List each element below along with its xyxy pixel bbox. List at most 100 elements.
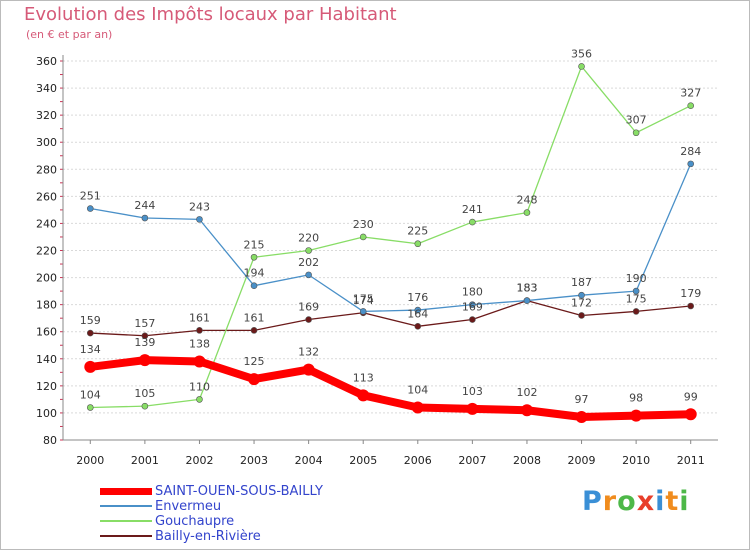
data-label: 134 bbox=[80, 343, 101, 356]
data-label: 174 bbox=[353, 294, 374, 307]
y-tick-label: 120 bbox=[36, 380, 57, 393]
data-label: 169 bbox=[462, 301, 483, 314]
legend-swatch bbox=[100, 535, 152, 537]
x-tick-label: 2007 bbox=[458, 454, 486, 467]
data-point bbox=[466, 402, 479, 415]
y-tick-label: 140 bbox=[36, 353, 57, 366]
data-label: 190 bbox=[626, 272, 647, 285]
y-tick-label: 220 bbox=[36, 245, 57, 258]
data-point bbox=[414, 322, 422, 330]
data-label: 230 bbox=[353, 218, 374, 231]
data-label: 194 bbox=[244, 267, 265, 280]
data-label: 307 bbox=[626, 114, 647, 127]
data-point bbox=[141, 402, 149, 410]
grid bbox=[63, 60, 718, 441]
data-label: 97 bbox=[575, 393, 589, 406]
data-point bbox=[196, 327, 203, 334]
data-label: 251 bbox=[80, 190, 101, 203]
y-tick-label: 160 bbox=[36, 326, 57, 339]
data-point bbox=[414, 306, 422, 314]
data-point bbox=[305, 271, 312, 279]
y-tick-label: 360 bbox=[36, 55, 57, 68]
data-label: 157 bbox=[134, 317, 155, 330]
data-point bbox=[250, 253, 258, 261]
data-label: 176 bbox=[407, 291, 428, 304]
legend-item: SAINT-OUEN-SOUS-BAILLY bbox=[100, 484, 400, 499]
logo-letter: i bbox=[679, 486, 690, 517]
data-label: 161 bbox=[189, 311, 210, 324]
y-tick-label: 200 bbox=[36, 272, 57, 285]
data-point bbox=[305, 247, 312, 254]
x-tick-label: 2002 bbox=[185, 454, 213, 467]
y-tick-label: 180 bbox=[36, 299, 57, 312]
legend-label: Bailly-en-Rivière bbox=[155, 529, 261, 544]
y-tick-label: 320 bbox=[36, 109, 57, 122]
data-label: 202 bbox=[298, 256, 319, 269]
logo-letter: t bbox=[665, 486, 680, 517]
data-label: 183 bbox=[516, 282, 537, 295]
data-label: 220 bbox=[298, 232, 319, 245]
data-label: 139 bbox=[134, 336, 155, 349]
data-label: 169 bbox=[298, 301, 319, 314]
y-tick-label: 340 bbox=[36, 82, 57, 95]
data-point bbox=[138, 354, 151, 367]
data-point bbox=[86, 404, 94, 411]
data-point bbox=[632, 308, 640, 315]
data-label: 244 bbox=[134, 199, 155, 212]
data-label: 104 bbox=[407, 384, 428, 397]
data-point bbox=[302, 363, 315, 376]
x-tick-label: 2011 bbox=[677, 454, 705, 467]
data-label: 102 bbox=[516, 386, 537, 399]
data-point bbox=[414, 240, 422, 248]
data-point bbox=[632, 287, 640, 295]
data-point bbox=[523, 297, 531, 304]
proxiti-logo: Proxiti bbox=[582, 486, 690, 517]
data-point bbox=[469, 301, 476, 308]
series-layer bbox=[84, 63, 697, 423]
data-point bbox=[632, 129, 640, 137]
data-point bbox=[687, 160, 695, 168]
data-point bbox=[359, 233, 367, 241]
legend-swatch bbox=[100, 487, 152, 495]
x-tick-label: 2010 bbox=[622, 454, 650, 467]
data-label: 187 bbox=[571, 276, 592, 289]
x-tick-label: 2001 bbox=[131, 454, 159, 467]
data-point bbox=[84, 360, 97, 373]
data-label: 113 bbox=[353, 371, 374, 384]
data-point bbox=[141, 214, 149, 222]
y-tick-label: 240 bbox=[36, 217, 57, 230]
logo-letter: x bbox=[636, 486, 656, 517]
legend-item: Bailly-en-Rivière bbox=[100, 529, 400, 544]
data-point bbox=[578, 291, 585, 299]
x-tick-label: 2006 bbox=[404, 454, 432, 467]
data-label: 243 bbox=[189, 200, 210, 213]
legend-item: Gouchaupre bbox=[100, 514, 400, 529]
data-label: 180 bbox=[462, 286, 483, 299]
data-label: 125 bbox=[244, 355, 265, 368]
data-point bbox=[193, 355, 206, 368]
data-label: 103 bbox=[462, 385, 483, 398]
legend-swatch bbox=[100, 520, 152, 522]
y-tick-label: 300 bbox=[36, 136, 57, 149]
logo-letter: r bbox=[602, 486, 618, 517]
data-point bbox=[469, 218, 476, 226]
series-line bbox=[89, 65, 692, 409]
data-label: 172 bbox=[571, 296, 592, 309]
legend-label: SAINT-OUEN-SOUS-BAILLY bbox=[155, 484, 323, 499]
data-point bbox=[305, 316, 312, 323]
series-line bbox=[89, 163, 692, 313]
data-label: 175 bbox=[626, 292, 647, 305]
logo-letter: i bbox=[655, 486, 666, 517]
line-chart: 80 100 120 140 160 180 200 220 240 260 280 300 320 34… bbox=[36, 47, 718, 467]
data-label: 98 bbox=[629, 392, 643, 405]
data-label: 241 bbox=[462, 203, 483, 216]
data-point bbox=[248, 373, 261, 386]
data-point bbox=[630, 409, 643, 422]
data-label: 104 bbox=[80, 389, 101, 402]
data-point bbox=[684, 408, 697, 421]
data-label: 183 bbox=[516, 282, 537, 295]
data-label: 99 bbox=[684, 390, 698, 403]
data-label: 175 bbox=[353, 292, 374, 305]
data-point bbox=[141, 332, 149, 340]
data-label: 356 bbox=[571, 47, 592, 60]
